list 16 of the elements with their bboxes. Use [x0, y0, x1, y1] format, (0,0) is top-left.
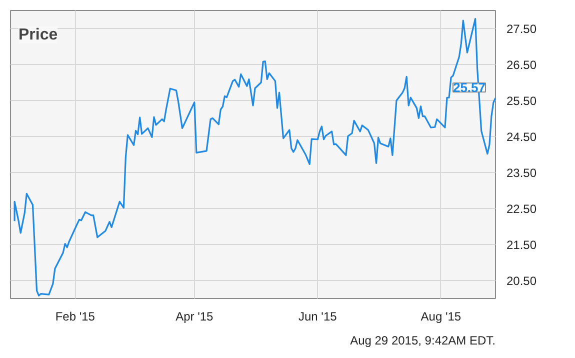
- x-tick-label: Aug '15: [420, 310, 462, 324]
- y-tick-label: 22.50: [506, 202, 537, 216]
- text: Aug 29 2015, 9:42AM EDT.: [350, 334, 496, 348]
- x-tick-label: Jun '15: [298, 310, 338, 324]
- text: Price: [18, 26, 58, 44]
- y-tick-label: 24.50: [506, 130, 537, 144]
- y-tick-label: 25.50: [506, 94, 537, 108]
- annotation: 25.57: [452, 80, 486, 95]
- y-tick-label: 21.50: [506, 238, 537, 252]
- line-series: [14, 18, 496, 296]
- x-tick-label: Feb '15: [55, 310, 96, 324]
- y-tick-label: 20.50: [506, 274, 537, 288]
- y-tick-label: 26.50: [506, 58, 537, 72]
- y-tick-label: 23.50: [506, 166, 537, 180]
- x-tick-label: Apr '15: [176, 310, 214, 324]
- y-tick-label: 27.50: [506, 22, 537, 36]
